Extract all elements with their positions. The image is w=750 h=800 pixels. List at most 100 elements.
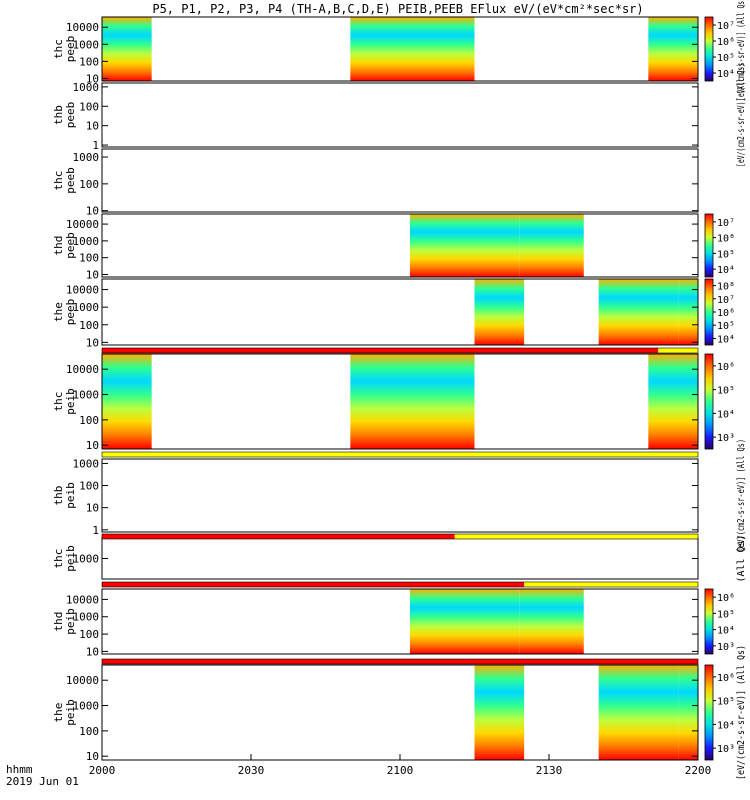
y-label-product-the-peib: peib: [64, 699, 77, 726]
y-label-instrument-thb-peib: thb: [52, 486, 65, 506]
y-tick-label-thb-peeb-3: 1000: [73, 81, 100, 94]
flag-bar-frame-0: [101, 347, 699, 354]
y-tick-label-thb-peeb-1: 10: [86, 120, 99, 133]
colorbar-tick-label-thd-peeb-1: 10⁵: [717, 249, 735, 260]
y-label-instrument-thb-peeb: thb: [52, 105, 65, 125]
colorbar-label-thc-peib-2: (All Qs): [736, 535, 747, 583]
y-tick-label-thc-peeb-2-0: 10: [86, 205, 99, 218]
spectrogram-block-thc-peib-1: [350, 354, 475, 449]
y-tick-label-thb-peib-0: 1: [92, 524, 99, 537]
y-tick-label-thb-peib-1: 10: [86, 502, 99, 515]
y-label-product-thd-peeb: peeb: [64, 232, 77, 259]
y-tick-label-thc-peib-2: 1000: [73, 389, 100, 402]
flag-bar-frame-4: [101, 658, 699, 665]
panel-frame-thd-peib: [101, 588, 699, 655]
y-tick-label-thd-peeb-0: 10: [86, 268, 99, 281]
spectrogram-block-thc-peib-2: [648, 354, 698, 449]
y-tick-label-thb-peeb-0: 1: [92, 139, 99, 152]
y-label-instrument-thd-peeb: thd: [52, 236, 65, 256]
y-tick-label-thb-peib-3: 1000: [73, 457, 100, 470]
colorbar-label-the-peib: [eV/(cm2-s-sr-eV)] (All Qs): [736, 645, 747, 780]
panel-frame-thb-peeb: [101, 82, 699, 148]
y-label-product-thc-peeb-1: peeb: [64, 36, 77, 63]
flag-bar-2-1: [454, 534, 698, 539]
colorbar-tick-label-the-peib-0: 10³: [717, 744, 735, 755]
colorbar-thd-peeb: [704, 213, 714, 278]
colorbar-label-thc-peeb-1: [eV/(cm2-s-sr-eV)] (All Qs): [736, 0, 747, 101]
colorbar-tick-label-thc-peeb-1-1: 10⁵: [717, 53, 735, 64]
y-tick-label-thc-peib-1: 100: [79, 414, 99, 427]
x-axis-label-date: 2019 Jun 01: [6, 775, 79, 788]
y-tick-label-thc-peeb-1-3: 10000: [66, 21, 99, 34]
y-label-instrument-thc-peeb-2: thc: [52, 171, 65, 191]
spectrogram-block-the-peib-0: [474, 665, 525, 760]
colorbar-tick-label-the-peib-3: 10⁶: [717, 673, 735, 684]
panel-frame-thc-peib: [101, 353, 699, 450]
spectrogram-block-the-peib-1: [598, 665, 679, 760]
y-tick-label-thd-peeb-3: 10000: [66, 218, 99, 231]
panel-frame-thd-peeb: [101, 213, 699, 278]
colorbar-tick-label-thd-peeb-0: 10⁴: [717, 265, 735, 276]
panel-thb-peeb: 1 10 100 1000 thb peeb [eV/(cm2-s-sr-eV)] (All…: [52, 63, 747, 167]
flag-bar-0-0: [102, 348, 659, 353]
flag-bar-3-0: [102, 582, 525, 587]
y-label-product-thb-peeb: peeb: [64, 102, 77, 129]
y-tick-label-thc-peib-2-0: 1000: [73, 553, 100, 566]
y-tick-label-thc-peib-0: 10: [86, 439, 99, 452]
y-label-product-thc-peeb-2: peeb: [64, 167, 77, 194]
spectrogram-block-thd-peib-1: [519, 589, 584, 654]
y-tick-label-the-peib-2: 1000: [73, 700, 100, 713]
colorbar-tick-label-the-peeb-0: 10⁴: [717, 334, 735, 345]
colorbar-tick-label-thc-peib-1: 10⁴: [717, 409, 735, 420]
colorbar-tick-label-the-peib-1: 10⁴: [717, 720, 735, 731]
y-label-instrument-thc-peib-2: thc: [52, 549, 65, 569]
flag-bar-2-0: [102, 534, 455, 539]
y-tick-label-thc-peeb-2-2: 1000: [73, 151, 100, 164]
y-tick-label-thd-peib-2: 1000: [73, 611, 100, 624]
panel-thb-peib: 1 10 100 1000 thb peib [eV/(cm2-s-sr-eV)] (All…: [52, 439, 747, 552]
colorbar-tick-label-thc-peeb-1-2: 10⁶: [717, 37, 735, 48]
spectrogram-block-thc-peeb-1-2: [648, 17, 698, 81]
colorbar-thc-peeb-1: [704, 16, 714, 82]
y-label-instrument-thd-peib: thd: [52, 612, 65, 632]
spectrogram-block-the-peeb-0: [474, 279, 525, 345]
y-tick-label-thb-peeb-2: 100: [79, 100, 99, 113]
flag-bar-frame-3: [101, 581, 699, 588]
y-tick-label-the-peib-0: 10: [86, 750, 99, 763]
colorbar-tick-label-the-peeb-1: 10⁵: [717, 321, 735, 332]
colorbar-tick-label-thd-peib-2: 10⁵: [717, 609, 735, 620]
spectrogram-block-thd-peeb-0: [409, 214, 520, 277]
y-label-product-thc-peib-2: peib: [64, 545, 77, 572]
y-tick-label-the-peib-1: 100: [79, 725, 99, 738]
y-tick-label-thc-peeb-1-2: 1000: [73, 38, 100, 51]
x-tick-label-4: 2200: [685, 764, 712, 777]
y-label-product-the-peeb: peeb: [64, 299, 77, 326]
panel-frame-thc-peeb-1: [101, 16, 699, 82]
y-tick-label-the-peib-3: 10000: [66, 674, 99, 687]
colorbar-tick-label-thd-peib-3: 10⁶: [717, 593, 735, 604]
y-label-instrument-the-peib: the: [52, 703, 65, 723]
spectrogram-block-thc-peeb-1-1: [350, 17, 475, 81]
panel-the-peib: 10 100 1000 10000 the peib 10³ 10⁴ 10⁵ 10⁶ [eV/(cm…: [52, 645, 747, 780]
y-tick-label-the-peeb-1: 100: [79, 319, 99, 332]
panel-thc-peeb-2: 10 100 1000 thc peeb: [52, 148, 699, 218]
y-label-instrument-the-peeb: the: [52, 302, 65, 322]
spectrogram-block-thd-peeb-1: [519, 214, 584, 277]
y-tick-label-thd-peeb-1: 100: [79, 252, 99, 265]
colorbar-the-peeb: [704, 278, 714, 346]
x-tick-label-1: 2030: [238, 764, 265, 777]
y-tick-label-thc-peib-3: 10000: [66, 363, 99, 376]
colorbar-tick-label-the-peib-2: 10⁵: [717, 697, 735, 708]
y-label-product-thd-peib: peib: [64, 608, 77, 635]
y-tick-label-thd-peib-0: 10: [86, 645, 99, 658]
panel-frame-the-peeb: [101, 278, 699, 346]
y-label-instrument-thc-peib: thc: [52, 392, 65, 412]
colorbar-the-peib: [704, 664, 714, 761]
colorbar-thd-peib: [704, 588, 714, 655]
colorbar-tick-label-thd-peib-1: 10⁴: [717, 626, 735, 637]
colorbar-tick-label-the-peeb-2: 10⁶: [717, 308, 735, 319]
y-tick-label-thd-peib-1: 100: [79, 628, 99, 641]
